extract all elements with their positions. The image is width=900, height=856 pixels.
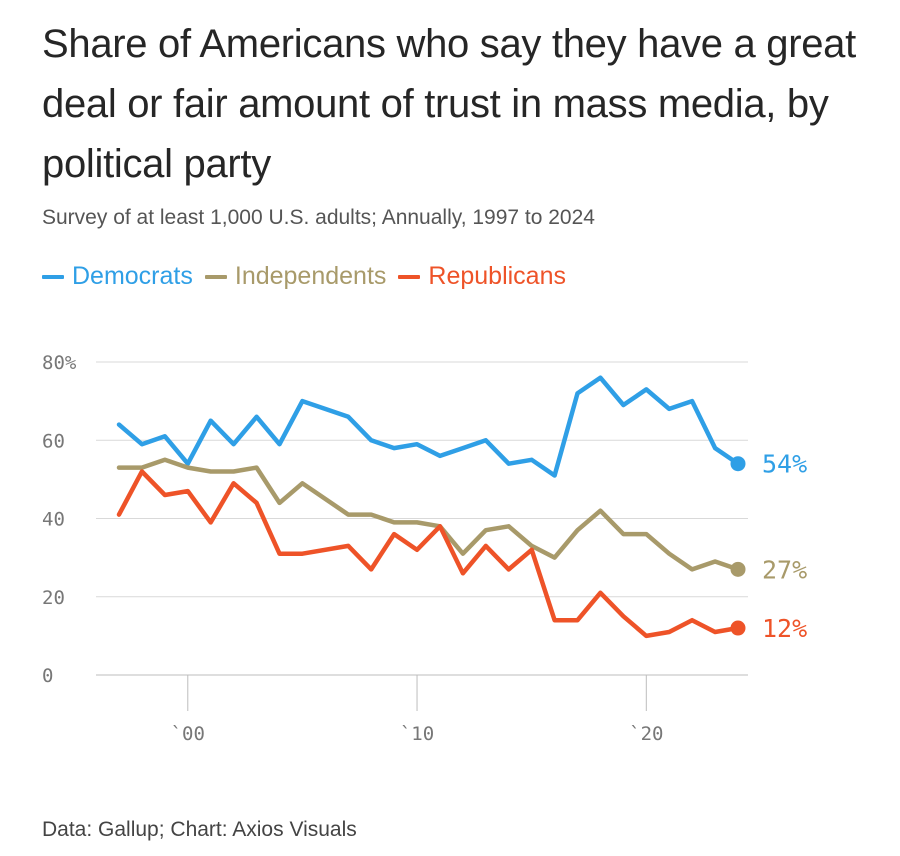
- legend-item-democrats: Democrats: [42, 262, 193, 291]
- series-line-independents: [116, 457, 741, 572]
- x-tick-label: `20: [629, 723, 663, 745]
- y-tick-label: 0: [42, 665, 53, 687]
- x-tick-label: `00: [171, 723, 205, 745]
- end-label-independents: 27%: [762, 555, 807, 584]
- legend-swatch-democrats: [42, 274, 64, 279]
- y-tick-label: 60: [42, 430, 65, 452]
- chart-subtitle: Survey of at least 1,000 U.S. adults; An…: [42, 206, 595, 229]
- legend: Democrats Independents Republicans: [42, 262, 566, 291]
- series-line-democrats: [116, 375, 741, 478]
- x-tick-label: `10: [400, 723, 434, 745]
- legend-swatch-republicans: [398, 274, 421, 279]
- legend-label-democrats: Democrats: [72, 262, 193, 290]
- legend-label-independents: Independents: [234, 262, 387, 290]
- legend-item-republicans: Republicans: [398, 262, 566, 291]
- series-line-republicans: [116, 469, 741, 639]
- legend-label-republicans: Republicans: [428, 262, 566, 290]
- source-note: Data: Gallup; Chart: Axios Visuals: [42, 818, 357, 841]
- y-tick-label: 20: [42, 587, 65, 609]
- y-tick-label: 40: [42, 509, 65, 531]
- end-point-republicans: [730, 620, 746, 636]
- chart-title: Share of Americans who say they have a g…: [42, 22, 856, 186]
- end-label-democrats: 54%: [762, 450, 807, 479]
- legend-item-independents: Independents: [204, 262, 387, 291]
- end-label-republicans: 12%: [762, 614, 807, 643]
- end-point-democrats: [730, 456, 746, 472]
- end-point-independents: [730, 561, 746, 577]
- y-tick-label: 80%: [42, 352, 77, 374]
- legend-swatch-independents: [204, 274, 227, 279]
